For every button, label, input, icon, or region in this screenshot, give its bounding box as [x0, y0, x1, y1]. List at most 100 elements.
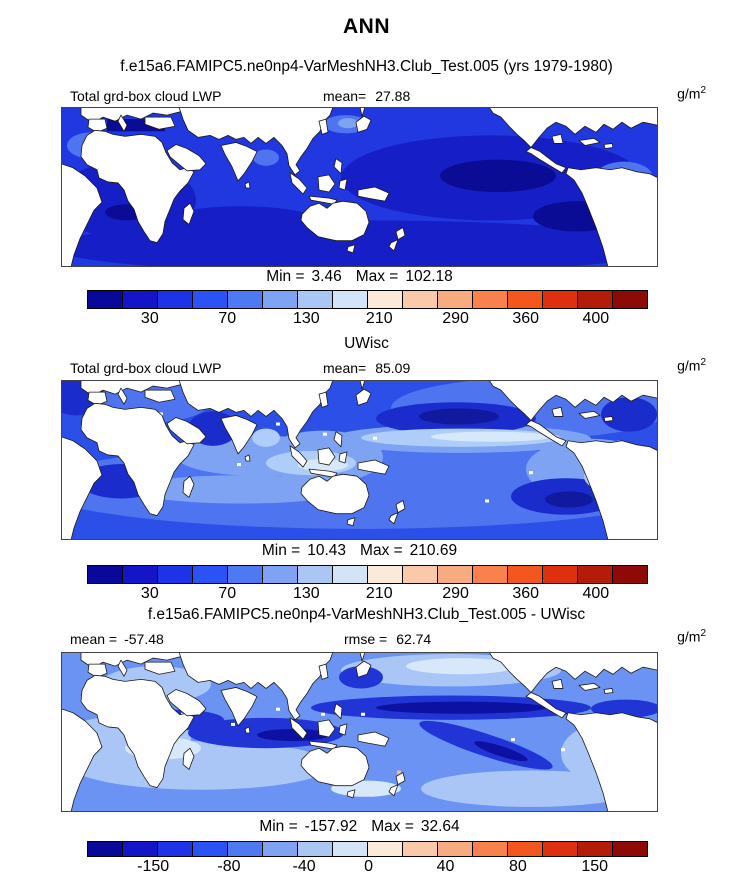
panel3-units-base: g/m [677, 628, 701, 645]
colorbar-cell [543, 566, 578, 583]
colorbar-cell [88, 842, 123, 856]
colorbar-cell [263, 842, 298, 856]
panel2-units: g/m2 [61, 357, 706, 374]
colorbar-tick-label: 360 [512, 310, 540, 327]
colorbar-cell [158, 291, 193, 308]
panel1-units: g/m2 [61, 85, 706, 102]
panel1-units-base: g/m [677, 85, 701, 102]
panel3-units: g/m2 [61, 628, 706, 645]
map-model-lwp-svg [61, 107, 658, 267]
panel2-variable-label: Total grd-box cloud LWP [70, 360, 222, 376]
panel2-units-base: g/m [677, 357, 701, 374]
colorbar-cell [263, 566, 298, 583]
colorbar-tick-label: -40 [292, 858, 316, 875]
colorbar-tick-label: 70 [218, 585, 237, 602]
colorbar-model-ticks: 30 70 130 210 290 360 400 [87, 309, 648, 330]
colorbar-tick-label: 30 [140, 585, 159, 602]
colorbar-tick-label: 210 [365, 585, 393, 602]
colorbar-cell [298, 842, 333, 856]
colorbar-cell [228, 842, 263, 856]
map-diff-lwp-svg [61, 652, 658, 812]
map-uwisc-lwp [61, 380, 658, 540]
colorbar-cell [438, 291, 473, 308]
colorbar-cell [508, 842, 543, 856]
case-title: f.e15a6.FAMIPC5.ne0np4-VarMeshNH3.Club_T… [120, 58, 613, 75]
colorbar-cell [193, 566, 228, 583]
panel2-max-label: Max = [360, 542, 403, 559]
colorbar-cell [438, 842, 473, 856]
colorbar-tick-label: 290 [442, 585, 469, 602]
colorbar-tick-label: 0 [364, 858, 374, 875]
colorbar-cell [613, 842, 647, 856]
colorbar-cell [403, 842, 438, 856]
colorbar-tick-label: 130 [292, 585, 320, 602]
panel1-variable-label: Total grd-box cloud LWP [70, 88, 222, 104]
panel1-mean: mean= 27.88 [323, 88, 410, 104]
panel3-max-value: 32.64 [420, 818, 460, 835]
colorbar-cell [158, 566, 193, 583]
colorbar-cell [473, 566, 508, 583]
colorbar-cell [578, 842, 613, 856]
colorbar-tick-label: 400 [582, 585, 610, 602]
colorbar-cell [298, 291, 333, 308]
colorbar-tick-label: 210 [365, 310, 393, 327]
map-frame [61, 107, 658, 267]
colorbar-cell [508, 566, 543, 583]
colorbar-cell [473, 291, 508, 308]
panel2-mean-label: mean= [323, 360, 367, 376]
map-uwisc-lwp-svg [61, 380, 658, 540]
panel2-min-value: 10.43 [307, 542, 347, 559]
panel3-min-label: Min = [259, 818, 298, 835]
colorbar-tick-label: -150 [137, 858, 170, 875]
colorbar-cell [158, 842, 193, 856]
map-diff-lwp [61, 652, 658, 812]
colorbar-tick-label: 150 [581, 858, 609, 875]
colorbar-cell [613, 566, 647, 583]
colorbar-cell [228, 566, 263, 583]
map-frame [61, 652, 658, 812]
colorbar-diff-cells [87, 841, 648, 857]
panel1-mean-label: mean= [323, 88, 367, 104]
colorbar-cell [298, 566, 333, 583]
panel2-units-exp: 2 [700, 357, 706, 368]
panel3-rmse: rmse = 62.74 [344, 631, 431, 647]
colorbar-cell [123, 566, 158, 583]
colorbar-cell [508, 291, 543, 308]
colorbar-uwisc-cells [87, 565, 648, 584]
map-frame [61, 380, 658, 540]
map-model-lwp [61, 107, 658, 267]
panel1-units-exp: 2 [700, 85, 706, 96]
colorbar-cell [123, 842, 158, 856]
panel3-mean: mean = -57.48 [70, 631, 164, 647]
colorbar-cell [543, 842, 578, 856]
colorbar-cell [193, 842, 228, 856]
season-title: ANN [343, 15, 390, 38]
panel3-title: f.e15a6.FAMIPC5.ne0np4-VarMeshNH3.Club_T… [147, 606, 586, 623]
colorbar-cell [578, 291, 613, 308]
colorbar-cell [543, 291, 578, 308]
colorbar-cell [473, 842, 508, 856]
colorbar-tick-label: 400 [582, 310, 610, 327]
panel2-minmax: Min = 10.43 Max = 210.69 [0, 542, 733, 560]
panel3-mean-value: -57.48 [124, 631, 164, 647]
panel3-min-value: -157.92 [304, 818, 358, 835]
colorbar-cell [123, 291, 158, 308]
panel3-rmse-label: rmse = [344, 631, 388, 647]
colorbar-cell [333, 842, 368, 856]
colorbar-cell [88, 566, 123, 583]
colorbar-model: 30 70 130 210 290 360 400 [87, 290, 648, 330]
panel1-max-label: Max = [355, 268, 399, 285]
panel3-rmse-value: 62.74 [396, 631, 432, 647]
colorbar-uwisc-ticks: 30 70 130 210 290 360 400 [87, 584, 648, 605]
colorbar-cell [613, 291, 647, 308]
colorbar-tick-label: 130 [292, 310, 320, 327]
colorbar-uwisc: 30 70 130 210 290 360 400 [87, 565, 648, 605]
panel3-units-exp: 2 [700, 628, 706, 639]
colorbar-tick-label: 290 [442, 310, 469, 327]
colorbar-cell [438, 566, 473, 583]
colorbar-cell [333, 291, 368, 308]
colorbar-cell [403, 566, 438, 583]
colorbar-cell [228, 291, 263, 308]
colorbar-tick-label: 80 [508, 858, 527, 875]
